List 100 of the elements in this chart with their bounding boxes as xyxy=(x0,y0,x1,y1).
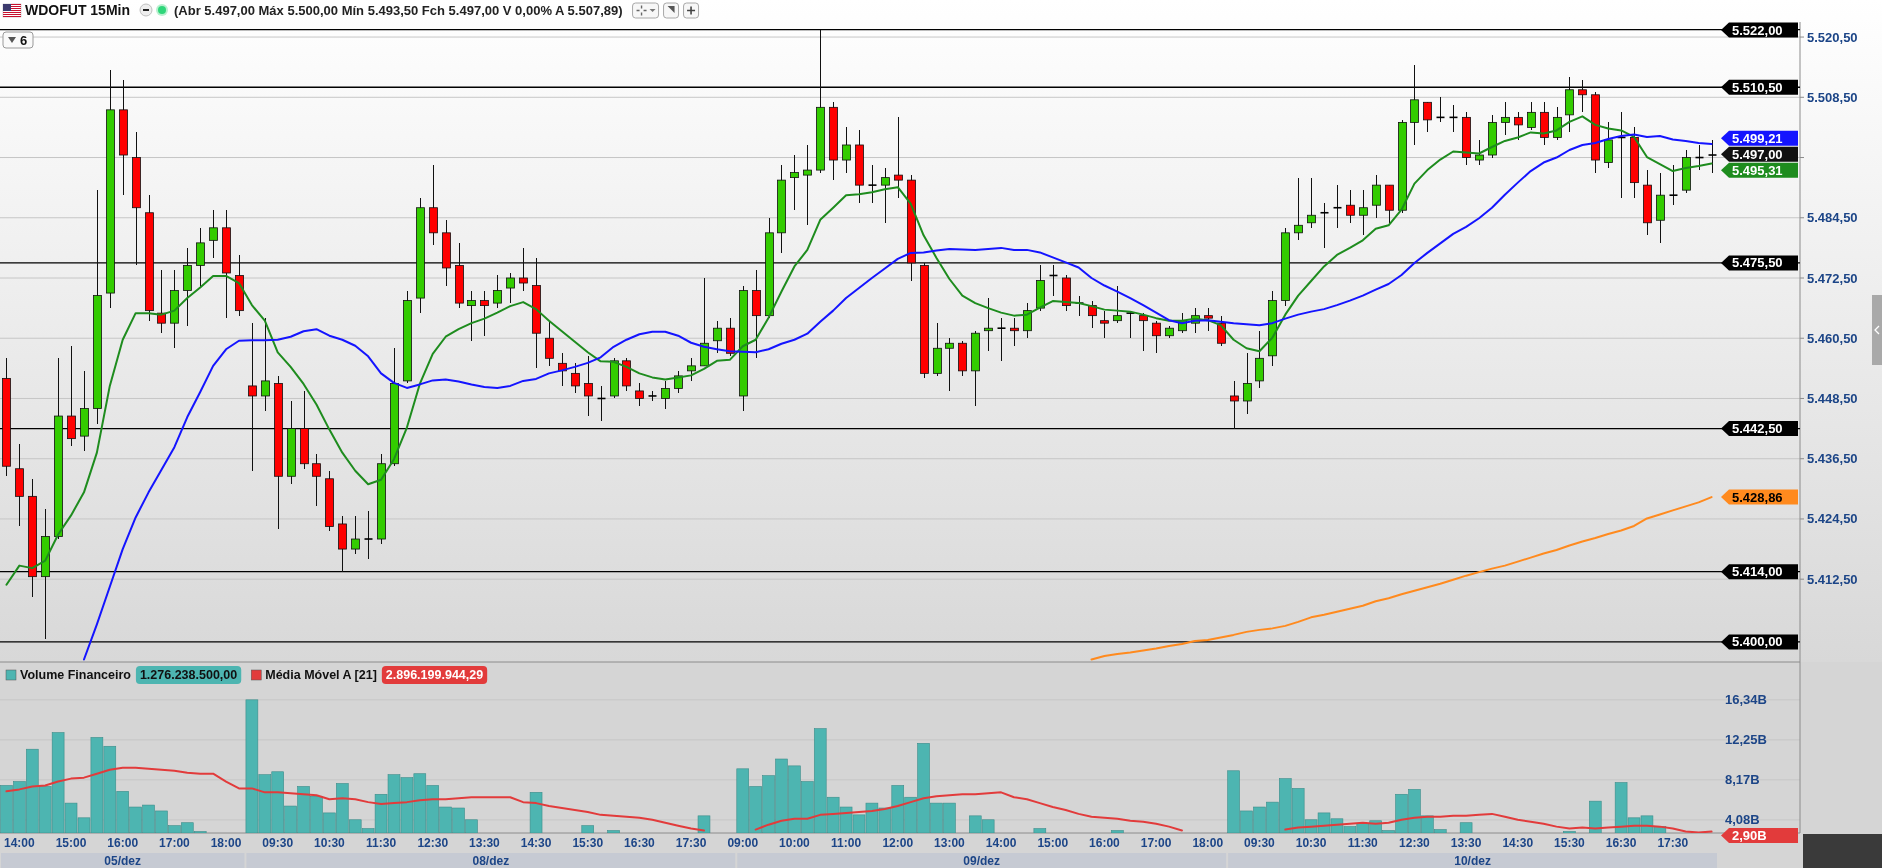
ref-line-label: 5.442,50 xyxy=(1732,421,1783,437)
candlestick xyxy=(984,297,993,352)
ref-line-label: 5.475,50 xyxy=(1732,255,1783,271)
candlestick xyxy=(1707,139,1718,174)
candlestick xyxy=(1604,121,1613,169)
candlestick xyxy=(713,320,722,354)
y-tick-label: 5.448,50 xyxy=(1807,391,1858,407)
x-tick-label: 11:30 xyxy=(366,836,397,851)
annotation: 1.276.238.500,00 xyxy=(139,668,238,683)
candlestick xyxy=(945,337,954,392)
x-tick-label: 15:30 xyxy=(572,836,604,851)
candlestick xyxy=(687,357,696,382)
candlestick xyxy=(1255,330,1264,389)
y-tick-label: 5.520,50 xyxy=(1807,29,1858,45)
x-tick-label: 18:00 xyxy=(210,836,242,851)
candlestick xyxy=(1578,79,1587,113)
candlestick xyxy=(1514,111,1523,141)
candlestick xyxy=(519,247,528,292)
y-tick-label: 4,08B xyxy=(1725,812,1760,828)
annotation: 2.896.199.944,29 xyxy=(385,668,484,683)
candlestick xyxy=(1423,101,1432,133)
candlestick xyxy=(196,227,205,289)
x-tick-label: 09:00 xyxy=(727,836,759,851)
x-tick-label: 13:30 xyxy=(1450,836,1482,851)
candlestick xyxy=(635,382,644,407)
line-series xyxy=(1090,496,1713,661)
x-tick-label: 16:00 xyxy=(1089,836,1121,851)
x-tick-label: 12:00 xyxy=(882,836,914,851)
data-label: 5.495,31 xyxy=(1732,162,1783,178)
text: 5.497,00 xyxy=(1732,146,1783,162)
candlestick xyxy=(1139,312,1148,352)
candlestick xyxy=(1307,177,1316,229)
candlestick xyxy=(842,126,851,174)
text: 10/dez xyxy=(1454,854,1491,868)
text: 09/dez xyxy=(963,854,1001,868)
chart-title: WDOFUT 15Min xyxy=(25,2,130,18)
x-tick-label: 16:30 xyxy=(624,836,656,851)
candlestick xyxy=(363,510,374,560)
x-tick-label: 16:30 xyxy=(1605,836,1637,851)
candlestick xyxy=(351,515,360,555)
data-label: 5.428,86 xyxy=(1732,489,1783,505)
x-tick-label: 13:00 xyxy=(934,836,966,851)
candlestick xyxy=(584,355,593,417)
x-tick-label: 11:30 xyxy=(1347,836,1379,851)
line-series xyxy=(5,115,1713,586)
candlestick xyxy=(1023,302,1032,339)
candlestick xyxy=(1527,101,1536,131)
candlestick xyxy=(480,290,489,337)
candlestick xyxy=(312,453,321,507)
y-tick-label: 8,17B xyxy=(1725,772,1760,788)
x-tick-label: 18:00 xyxy=(1192,836,1224,851)
x-tick-label: 09:30 xyxy=(262,836,294,851)
candlestick xyxy=(1553,106,1562,141)
candlestick xyxy=(1410,64,1419,146)
candlestick xyxy=(1668,164,1679,206)
y-tick-label: 5.424,50 xyxy=(1807,511,1858,527)
x-tick-label: 15:00 xyxy=(55,836,87,851)
legend-label: Média Móvel A [21] xyxy=(265,668,377,683)
chart-subtitle: (Abr 5.497,00 Máx 5.500,00 Mín 5.493,50 Fch 5.497,00 V 0,00% A 5.507,89) xyxy=(174,3,623,18)
candlestick xyxy=(1359,189,1368,236)
legend-label: Volume Financeiro xyxy=(20,668,132,683)
candlestick xyxy=(493,274,502,309)
candlestick xyxy=(894,116,903,199)
candlestick xyxy=(1475,139,1484,166)
candlestick xyxy=(700,277,709,367)
x-tick-label: 13:30 xyxy=(469,836,501,851)
candlestick xyxy=(1332,184,1343,229)
line-series xyxy=(82,133,1713,661)
x-tick-label: 17:30 xyxy=(1657,836,1689,851)
y-tick-label: 5.412,50 xyxy=(1807,571,1858,587)
x-tick-label: 10:30 xyxy=(1295,836,1327,851)
x-tick-label: 15:00 xyxy=(1037,836,1069,851)
y-tick-label: 16,34B xyxy=(1725,692,1767,708)
candlestick xyxy=(1243,352,1252,415)
x-tick-label: 12:30 xyxy=(1399,836,1431,851)
y-tick-label: 5.508,50 xyxy=(1807,89,1858,105)
candlestick xyxy=(881,167,890,224)
y-tick-label: 5.472,50 xyxy=(1807,270,1858,286)
candlestick xyxy=(1319,202,1330,249)
annotation: 6 xyxy=(20,32,28,48)
candlestick xyxy=(661,380,670,410)
x-tick-label: 14:30 xyxy=(520,836,552,851)
text: 08/dez xyxy=(472,854,510,868)
x-tick-label: 11:00 xyxy=(831,836,862,851)
candlestick xyxy=(1372,174,1381,219)
ref-line-label: 5.414,00 xyxy=(1732,564,1783,580)
ref-line-label: 5.400,00 xyxy=(1732,634,1783,650)
candlestick xyxy=(1346,189,1355,224)
candlestick xyxy=(248,322,257,472)
candlestick xyxy=(1501,101,1510,136)
candlestick xyxy=(1230,380,1239,430)
x-tick-label: 14:30 xyxy=(1502,836,1534,851)
x-tick-label: 17:00 xyxy=(159,836,191,851)
x-tick-label: 17:30 xyxy=(675,836,707,851)
x-tick-label: 16:00 xyxy=(107,836,139,851)
candlestick xyxy=(803,144,812,226)
candlestick xyxy=(996,317,1007,362)
candlestick xyxy=(209,209,218,259)
x-tick-label: 10:30 xyxy=(314,836,346,851)
x-tick-label: 14:00 xyxy=(4,836,36,851)
